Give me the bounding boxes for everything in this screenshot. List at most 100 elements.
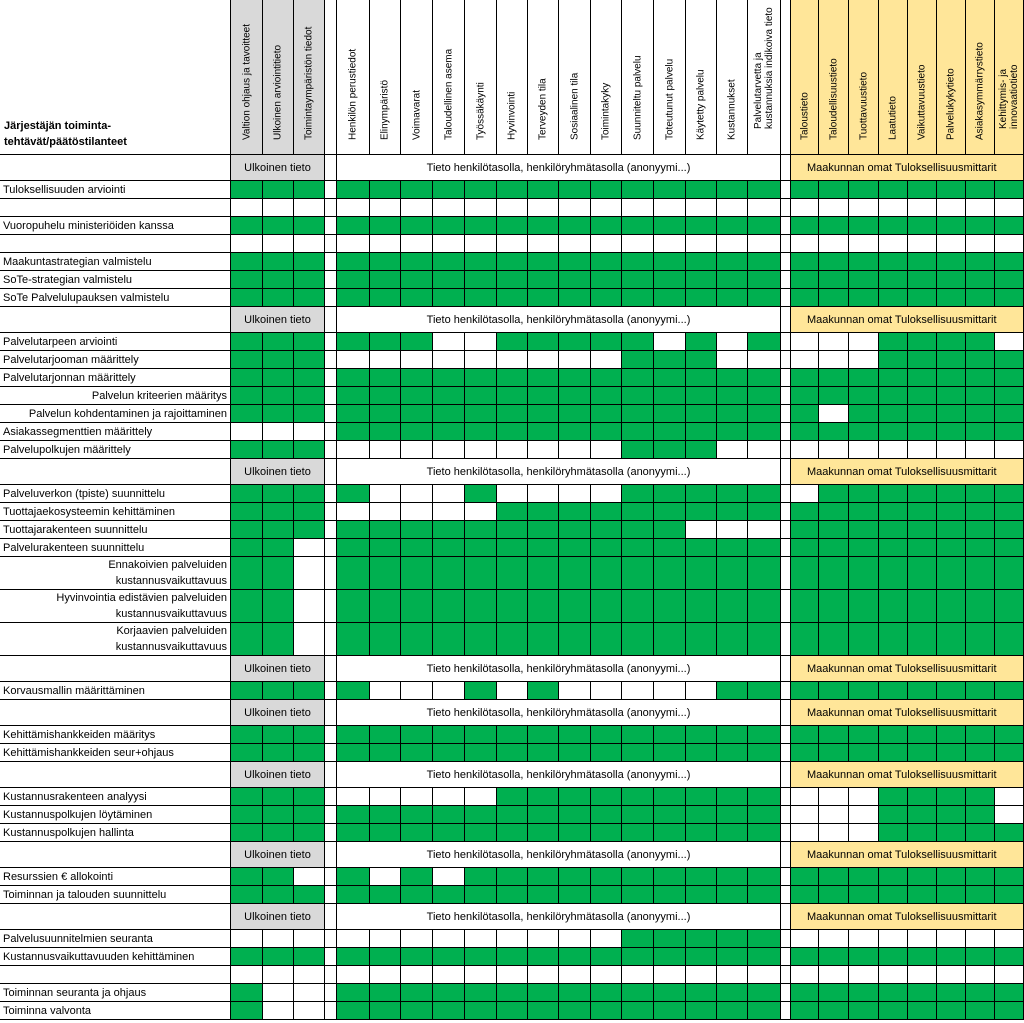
cell-empty [717,333,748,351]
cell-filled [559,217,591,235]
cell-filled [622,503,654,521]
cell-filled [879,824,908,842]
cell-empty [433,682,465,700]
cell-filled [559,333,591,351]
cell-filled [748,623,781,656]
cell-empty [294,557,325,590]
cell-empty [263,235,294,253]
cell-filled [937,181,966,199]
column-header: Taloudellinen asema [433,0,465,155]
cell-filled [748,1002,781,1020]
cell-filled [791,868,819,886]
row-label: Toiminnan ja talouden suunnittelu [0,886,231,904]
cell-filled [937,948,966,966]
cell-filled [849,521,879,539]
cell-filled [294,369,325,387]
cell-empty [263,984,294,1002]
cell-filled [819,984,849,1002]
column-header: Kustannukset [717,0,748,155]
cell-empty [231,930,263,948]
cell-empty [879,199,908,217]
cell-filled [465,521,497,539]
band-person-level-info: Tieto henkilötasolla, henkilöryhmätasoll… [337,155,781,181]
band-person-level-info-text: Tieto henkilötasolla, henkilöryhmätasoll… [426,465,691,478]
cell-filled [433,539,465,557]
cell-filled [622,485,654,503]
cell-filled [465,369,497,387]
cell-filled [559,289,591,307]
cell-filled [748,806,781,824]
cell-filled [465,485,497,503]
row-label-text: Kehittämishankkeiden seur+ohjaus [3,746,174,759]
cell-filled [294,253,325,271]
cell-filled [966,521,995,539]
cell-filled [294,806,325,824]
cell-filled [849,289,879,307]
cell-empty [401,485,433,503]
cell-empty [686,966,717,984]
cell-empty [559,351,591,369]
band-person-level-info: Tieto henkilötasolla, henkilöryhmätasoll… [337,307,781,333]
cell-filled [937,369,966,387]
cell-filled [966,682,995,700]
cell-filled [791,590,819,623]
cell-filled [528,984,559,1002]
column-header: Kehittymis- ja innovaatiotieto [995,0,1024,155]
band-external-info: Ulkoinen tieto [231,656,325,682]
cell-filled [748,948,781,966]
cell-filled [528,788,559,806]
cell-empty [325,181,337,199]
cell-filled [559,557,591,590]
cell-filled [591,726,622,744]
band-performance-metrics: Maakunnan omat Tuloksellisuusmittarit [791,842,1024,868]
cell-empty [995,235,1024,253]
cell-empty [654,682,686,700]
cell-filled [748,405,781,423]
cell-filled [622,181,654,199]
cell-filled [433,387,465,405]
band-gap [781,155,791,181]
cell-filled [370,521,401,539]
cell-filled [654,788,686,806]
cell-filled [294,788,325,806]
cell-filled [337,423,370,441]
row-label-text: Tuottajaekosysteemin kehittäminen [3,505,176,518]
cell-empty [995,930,1024,948]
row-label-text: Resurssien € allokointi [3,870,114,883]
cell-empty [559,682,591,700]
cell-filled [937,289,966,307]
cell-filled [654,744,686,762]
cell-filled [717,289,748,307]
column-header-label: Taloudellinen asema [443,48,454,140]
cell-filled [908,405,937,423]
cell-filled [717,503,748,521]
cell-filled [337,726,370,744]
cell-filled [497,1002,528,1020]
band-performance-metrics-text: Maakunnan omat Tuloksellisuusmittarit [807,465,997,478]
cell-filled [370,539,401,557]
band-performance-metrics: Maakunnan omat Tuloksellisuusmittarit [791,762,1024,788]
cell-filled [686,930,717,948]
cell-filled [748,485,781,503]
cell-empty [497,199,528,217]
cell-filled [401,590,433,623]
cell-filled [908,333,937,351]
cell-empty [325,199,337,217]
cell-filled [528,253,559,271]
cell-filled [879,623,908,656]
cell-filled [231,806,263,824]
cell-filled [263,503,294,521]
cell-filled [370,948,401,966]
cell-empty [325,682,337,700]
cell-filled [879,369,908,387]
cell-filled [748,289,781,307]
cell-filled [717,806,748,824]
band-external-info: Ulkoinen tieto [231,700,325,726]
cell-filled [622,868,654,886]
cell-empty [966,930,995,948]
cell-empty [622,682,654,700]
cell-empty [325,289,337,307]
cell-empty [622,235,654,253]
cell-filled [401,539,433,557]
column-header: Suunniteltu palvelu [622,0,654,155]
